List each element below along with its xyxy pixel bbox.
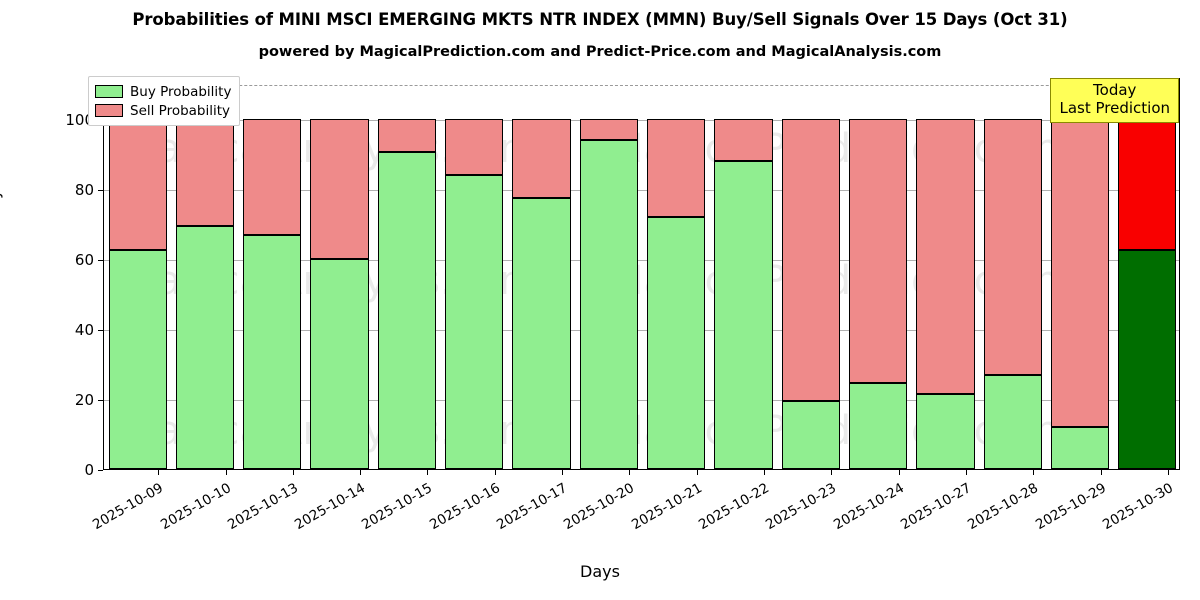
x-axis-tick-mark — [898, 470, 900, 475]
bar-segment-sell — [714, 119, 773, 161]
y-axis-tick-label: 60 — [74, 251, 94, 269]
y-axis-tick-mark — [98, 260, 103, 261]
bar-segment-sell — [445, 119, 504, 175]
bar-segment-buy — [445, 175, 504, 469]
x-axis-tick-mark — [292, 470, 294, 475]
y-axis-tick-label: 20 — [74, 391, 94, 409]
legend-swatch — [95, 104, 123, 117]
y-axis-tick-label: 40 — [74, 321, 94, 339]
today-label-line2: Last Prediction — [1059, 98, 1170, 117]
gridline-y-100 — [104, 120, 1179, 121]
reference-dashed-line — [104, 85, 1179, 86]
bar-column — [916, 78, 975, 469]
bar-segment-buy — [108, 250, 167, 469]
x-axis-tick-mark — [562, 470, 564, 475]
bar-segment-sell — [1050, 119, 1110, 427]
gridline-y-40 — [104, 330, 1179, 331]
bar-column — [512, 78, 571, 469]
x-axis-label: Days — [580, 562, 620, 581]
bar-column — [445, 78, 504, 469]
x-axis-tick-mark — [427, 470, 429, 475]
bar-segment-sell — [108, 119, 167, 251]
today-annotation-box: Today Last Prediction — [1050, 78, 1179, 124]
x-axis-tick-mark — [494, 470, 496, 475]
bar-segment-buy — [714, 161, 773, 469]
x-axis-tick-mark — [158, 470, 160, 475]
bar-segment-sell — [377, 119, 436, 153]
x-axis-tick-mark — [1100, 470, 1102, 475]
bar-segment-buy — [243, 234, 302, 469]
bar-series-layer — [104, 78, 1179, 469]
bar-segment-buy — [647, 217, 706, 469]
chart-title: Probabilities of MINI MSCI EMERGING MKTS… — [132, 10, 1068, 29]
x-axis-tick-mark — [360, 470, 362, 475]
bar-column — [714, 78, 773, 469]
x-axis-tick-mark — [965, 470, 967, 475]
bar-segment-sell — [983, 119, 1042, 375]
y-axis-label: Probability — [0, 189, 3, 274]
bar-segment-sell — [1118, 119, 1177, 251]
bar-segment-sell — [243, 119, 302, 235]
bar-column — [243, 78, 302, 469]
bar-segment-sell — [647, 119, 706, 217]
bar-segment-sell — [781, 119, 840, 401]
legend-item: Sell Probability — [95, 101, 231, 120]
legend-label: Buy Probability — [130, 83, 232, 100]
bar-column — [848, 78, 908, 469]
plot-area: MagicalAnalysis.comMagicalPrediction.com… — [103, 78, 1180, 470]
y-axis-tick-mark — [98, 190, 103, 191]
y-axis-tick-label: 100 — [65, 111, 94, 129]
bar-segment-buy — [848, 383, 908, 469]
bar-column — [1050, 78, 1110, 469]
bar-column — [175, 78, 235, 469]
y-axis-tick-mark — [98, 400, 103, 401]
bar-column — [310, 78, 369, 469]
bar-column — [781, 78, 840, 469]
x-axis-tick-mark — [1033, 470, 1035, 475]
bar-column — [647, 78, 706, 469]
x-axis-tick-mark — [831, 470, 833, 475]
legend-swatch — [95, 85, 123, 98]
bar-segment-sell — [512, 119, 571, 198]
bar-segment-buy — [175, 225, 235, 469]
bar-column — [108, 78, 167, 469]
bar-segment-buy — [579, 140, 638, 469]
bar-segment-buy — [983, 374, 1042, 469]
bar-segment-sell — [916, 119, 975, 394]
chart-subtitle: powered by MagicalPrediction.com and Pre… — [258, 44, 942, 60]
bar-segment-sell — [848, 119, 908, 384]
bar-segment-buy — [377, 152, 436, 469]
x-axis-tick-mark — [696, 470, 698, 475]
legend-item: Buy Probability — [95, 82, 231, 101]
gridline-y-60 — [104, 260, 1179, 261]
bar-column-today — [1118, 78, 1177, 469]
bar-segment-sell — [175, 119, 235, 226]
bar-column — [579, 78, 638, 469]
x-axis-tick-mark — [225, 470, 227, 475]
x-axis-tick-mark — [629, 470, 631, 475]
bar-column — [983, 78, 1042, 469]
chart-legend: Buy Probability Sell Probability — [88, 76, 241, 126]
y-axis-tick-mark — [98, 330, 103, 331]
legend-label: Sell Probability — [130, 102, 231, 119]
x-axis-tick-mark — [1167, 470, 1169, 475]
bar-segment-buy — [512, 197, 571, 469]
x-axis-tick-mark — [764, 470, 765, 475]
y-axis-tick-mark — [98, 470, 103, 471]
today-label-line1: Today — [1093, 81, 1137, 99]
bar-segment-buy — [781, 400, 840, 469]
gridline-y-80 — [104, 190, 1179, 191]
y-axis-tick-label: 0 — [84, 461, 94, 479]
bar-segment-sell — [579, 119, 638, 140]
bar-segment-sell — [310, 119, 369, 259]
bar-segment-buy — [1050, 427, 1110, 469]
bar-column — [377, 78, 436, 469]
gridline-y-20 — [104, 400, 1179, 401]
bar-segment-buy — [1118, 250, 1177, 469]
y-axis-tick-label: 80 — [74, 181, 94, 199]
bar-segment-buy — [916, 393, 975, 469]
bar-segment-buy — [310, 259, 369, 469]
